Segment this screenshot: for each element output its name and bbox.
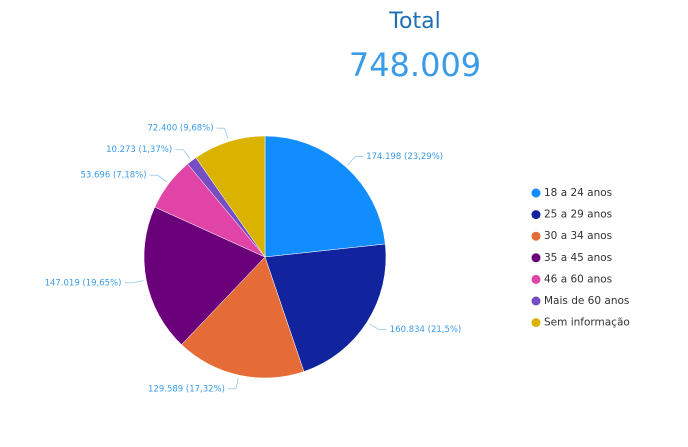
data-label: 160.834 (21,5%) <box>390 325 462 335</box>
pie-slice <box>264 135 386 258</box>
legend-label: Mais de 60 anos <box>544 295 629 307</box>
data-label: 72.400 (9,68%) <box>147 124 213 134</box>
leader-line <box>369 323 387 331</box>
legend-marker <box>531 253 541 263</box>
pie-slice <box>181 256 305 379</box>
legend-marker <box>531 231 541 241</box>
legend-label: 30 a 34 anos <box>544 230 612 242</box>
leader-line <box>227 378 239 390</box>
legend-marker <box>531 318 541 328</box>
legend-marker <box>531 210 541 220</box>
data-label: 10.273 (1,37%) <box>106 145 172 155</box>
legend-marker <box>531 188 541 198</box>
data-label: 129.589 (17,32%) <box>148 384 225 394</box>
data-label: 53.696 (7,18%) <box>81 171 147 181</box>
leader-line <box>347 156 364 165</box>
leader-line <box>124 280 144 284</box>
leader-line <box>149 174 167 183</box>
leader-line <box>216 127 229 139</box>
legend-label: 35 a 45 anos <box>544 252 612 264</box>
total-value: 748.009 <box>349 46 481 84</box>
legend-marker <box>531 274 541 284</box>
legend-label: 46 a 60 anos <box>544 273 612 285</box>
total-heading: Total <box>388 9 440 34</box>
legend-label: 25 a 29 anos <box>544 209 612 221</box>
leader-line <box>175 149 191 159</box>
data-label: 147.019 (19,65%) <box>45 278 122 288</box>
data-label: 174.198 (23,29%) <box>366 152 443 162</box>
pie-slice <box>143 206 266 345</box>
pie-slice <box>195 135 266 258</box>
legend-label: 18 a 24 anos <box>544 187 612 199</box>
pie-slice <box>264 243 387 372</box>
legend-label: Sem informação <box>544 317 630 329</box>
legend-marker <box>531 296 541 306</box>
